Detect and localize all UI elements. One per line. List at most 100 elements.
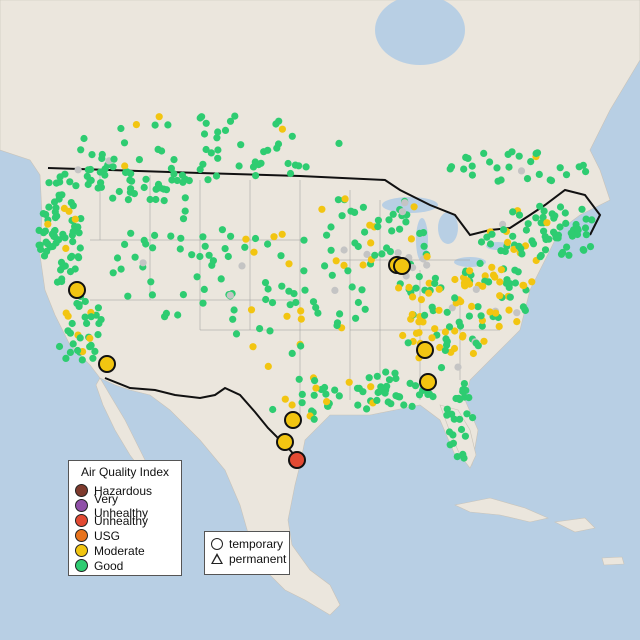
monitor-dot <box>435 306 443 314</box>
monitor-dot <box>459 450 467 458</box>
monitor-dot <box>75 229 83 237</box>
monitor-dot <box>162 309 170 317</box>
monitor-dot <box>456 415 464 423</box>
monitor-dot <box>398 208 407 216</box>
large-monitor-markers <box>68 256 437 469</box>
monitor-dot <box>62 309 70 317</box>
monitor-dot <box>224 252 232 261</box>
large-monitor-marker[interactable] <box>288 451 306 469</box>
monitor-dot <box>478 322 486 330</box>
monitor-dot <box>196 252 204 261</box>
monitor-dot <box>563 243 571 251</box>
monitor-dot <box>60 204 68 212</box>
monitor-dot <box>496 278 504 286</box>
monitor-dot <box>181 194 189 202</box>
monitor-dot <box>298 399 306 407</box>
monitor-dot <box>115 187 123 196</box>
monitor-dot <box>213 134 221 142</box>
monitor-dot <box>580 246 588 254</box>
monitor-dot <box>310 391 318 399</box>
monitor-dot <box>428 334 436 342</box>
large-monitor-marker[interactable] <box>68 281 86 299</box>
monitor-dot <box>454 363 462 371</box>
monitor-dot <box>297 315 305 323</box>
monitor-dot <box>266 327 274 335</box>
monitor-dot <box>488 230 496 238</box>
monitor-dot <box>373 372 381 380</box>
monitor-dot <box>515 211 524 219</box>
monitor-dot <box>37 245 45 253</box>
monitor-dot <box>415 318 423 326</box>
large-monitor-marker[interactable] <box>416 341 434 359</box>
very-unhealthy-swatch-icon <box>75 499 88 512</box>
monitor-dot <box>277 252 285 260</box>
monitor-dot <box>109 194 117 202</box>
monitor-dot <box>341 195 349 203</box>
monitor-dot <box>495 322 503 330</box>
monitor-dot <box>518 250 526 258</box>
large-monitor-marker[interactable] <box>393 257 411 275</box>
monitor-dot <box>367 239 375 247</box>
monitor-dot <box>81 313 89 321</box>
monitor-dot <box>310 415 318 423</box>
monitor-dot <box>562 171 571 179</box>
monitor-dot <box>121 240 129 248</box>
monitor-dot <box>327 223 335 231</box>
monitor-dot <box>117 265 125 273</box>
moderate-swatch-icon <box>75 544 88 557</box>
monitor-dot <box>460 380 468 388</box>
monitor-dot <box>147 278 155 286</box>
monitor-dot <box>86 334 94 342</box>
monitor-dot <box>359 261 367 269</box>
monitor-dot <box>465 312 473 320</box>
monitor-dot <box>573 225 582 233</box>
monitor-dot <box>441 328 449 336</box>
monitor-dot <box>69 340 77 348</box>
monitor-dot <box>451 327 459 335</box>
monitor-dot <box>446 441 454 449</box>
large-monitor-marker[interactable] <box>98 355 116 373</box>
monitor-dot <box>45 179 53 187</box>
monitor-dot <box>284 159 292 168</box>
monitor-dot <box>227 232 235 240</box>
monitor-dot <box>286 169 295 178</box>
monitor-dot <box>351 239 359 247</box>
monitor-dot <box>451 294 459 302</box>
monitor-dot <box>139 259 147 267</box>
monitor-dot <box>74 223 82 231</box>
monitor-dot <box>264 240 272 248</box>
monitor-dot <box>442 335 450 343</box>
monitor-dot <box>443 308 451 316</box>
large-monitor-marker[interactable] <box>284 411 302 429</box>
monitor-dot <box>536 253 544 261</box>
monitor-dot <box>459 331 467 340</box>
monitor-dot <box>395 284 403 292</box>
monitor-dot <box>86 343 94 351</box>
monitor-dot <box>162 186 171 194</box>
monitor-dot <box>383 382 391 390</box>
large-monitor-marker[interactable] <box>419 373 437 391</box>
monitor-dot <box>76 244 84 252</box>
monitor-dot <box>176 245 184 253</box>
monitor-dot <box>496 292 504 300</box>
monitor-dot <box>321 383 329 392</box>
monitor-dot <box>179 215 188 223</box>
monitor-dot <box>474 342 482 350</box>
monitor-dot <box>53 278 62 286</box>
large-monitor-marker[interactable] <box>276 433 294 451</box>
monitor-dot <box>540 227 548 235</box>
monitor-dot <box>443 405 451 413</box>
monitor-dot <box>417 296 425 304</box>
monitor-dot <box>513 318 521 326</box>
monitor-dot <box>408 310 416 319</box>
lake-michigan <box>416 218 428 262</box>
monitor-dot <box>50 232 59 240</box>
monitor-dot <box>278 125 286 133</box>
monitor-dot <box>283 312 291 320</box>
aqi-legend-title: Air Quality Index <box>80 465 170 479</box>
monitor-dot <box>155 113 163 121</box>
monitor-dot <box>557 250 566 258</box>
monitor-dot <box>363 405 371 413</box>
monitor-dot <box>409 293 417 301</box>
monitor-dot <box>443 411 451 419</box>
